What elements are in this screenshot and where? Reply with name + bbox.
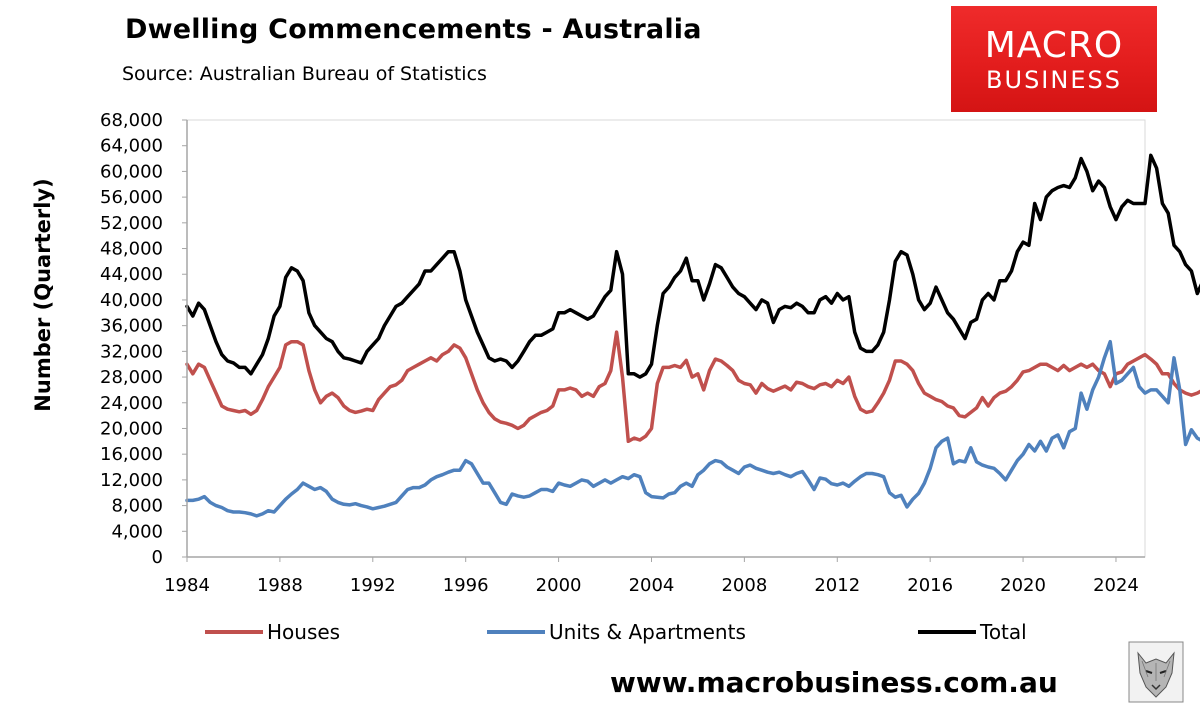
- x-tick-label: 2016: [907, 575, 953, 596]
- y-tick-label: 32,000: [100, 341, 163, 362]
- x-tick-label: 1992: [350, 575, 396, 596]
- y-tick-label: 0: [152, 547, 163, 568]
- series-line-houses: [185, 330, 1200, 444]
- plot-frame: [186, 119, 1146, 558]
- y-tick-label: 44,000: [100, 264, 163, 285]
- website-url[interactable]: www.macrobusiness.com.au: [610, 666, 1058, 699]
- x-tick-label: 1988: [257, 575, 303, 596]
- y-tick-label: 12,000: [100, 470, 163, 491]
- x-tick-label: 2024: [1093, 575, 1139, 596]
- x-tick-label: 1996: [443, 575, 489, 596]
- y-tick-label: 36,000: [100, 316, 163, 337]
- x-tick-label: 2008: [721, 575, 767, 596]
- chart-title: Dwelling Commencements - Australia: [125, 14, 702, 45]
- legend-label: Total: [979, 620, 1027, 644]
- y-tick-label: 4,000: [111, 521, 163, 542]
- chart-legend: Houses Units & Apartments Total: [205, 620, 1027, 644]
- y-tick-label: 56,000: [100, 187, 163, 208]
- chart-source: Source: Australian Bureau of Statistics: [122, 63, 487, 85]
- y-tick-label: 16,000: [100, 444, 163, 465]
- y-tick-label: 20,000: [100, 418, 163, 439]
- y-tick-label: 48,000: [100, 239, 163, 260]
- x-tick-label: 2004: [629, 575, 675, 596]
- legend-label: Houses: [267, 620, 340, 644]
- plot-area: 0 4,000 8,000 12,000 16,000 20,000 24,000 28,00…: [100, 110, 1200, 596]
- legend-label: Units & Apartments: [549, 620, 746, 644]
- x-tick-label: 2000: [536, 575, 582, 596]
- y-tick-label: 40,000: [100, 290, 163, 311]
- x-tick-label: 2012: [814, 575, 860, 596]
- y-axis-label: Number (Quarterly): [31, 178, 55, 411]
- y-tick-label: 8,000: [111, 496, 163, 517]
- series-line-units-apartments: [185, 339, 1200, 518]
- logo-line-1: MACRO: [984, 25, 1124, 66]
- logo-line-2: BUSINESS: [986, 66, 1122, 94]
- y-tick-label: 28,000: [100, 367, 163, 388]
- series-line-total: [185, 153, 1200, 379]
- y-tick-label: 68,000: [100, 110, 163, 131]
- y-tick-label: 64,000: [100, 136, 163, 157]
- wolf-head-icon: [1128, 641, 1184, 703]
- x-tick-label: 1984: [164, 575, 210, 596]
- y-tick-label: 60,000: [100, 161, 163, 182]
- y-tick-label: 52,000: [100, 213, 163, 234]
- x-tick-label: 2020: [1000, 575, 1046, 596]
- macrobusiness-logo[interactable]: MACRO BUSINESS: [951, 6, 1157, 112]
- y-tick-label: 24,000: [100, 393, 163, 414]
